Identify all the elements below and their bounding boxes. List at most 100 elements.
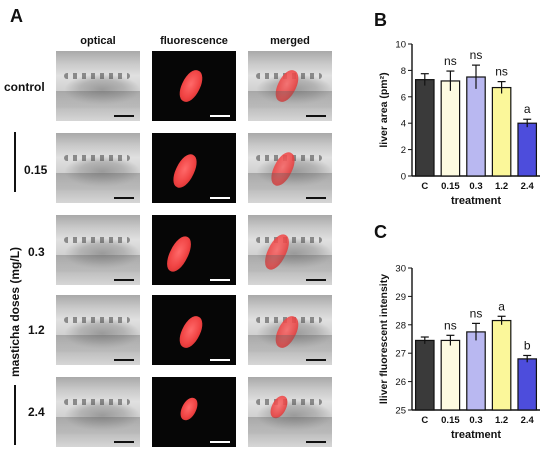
liver-intensity-bar-chart: 25 26 27 28 29 30 C 0.15 ns 0.3 ns 1.2 a 2.4 b treatmen… bbox=[378, 264, 540, 441]
scale-bar bbox=[306, 441, 326, 443]
x-tick-label: 0.15 bbox=[441, 415, 460, 426]
row-label-1-2: 1.2 bbox=[28, 323, 45, 337]
significance-label: a bbox=[524, 102, 531, 116]
significance-label: b bbox=[524, 338, 531, 352]
scale-bar bbox=[306, 115, 326, 117]
y-tick-label: 4 bbox=[401, 119, 406, 130]
y-tick-label: 8 bbox=[401, 66, 406, 77]
bar bbox=[466, 76, 486, 177]
liver-signal bbox=[175, 66, 207, 106]
column-header-fluorescence: fluorescence bbox=[160, 35, 228, 47]
y-tick-label: 2 bbox=[401, 145, 406, 156]
fluorescence-image bbox=[152, 295, 236, 365]
merged-image bbox=[248, 133, 332, 203]
fluorescence-image bbox=[152, 215, 236, 285]
significance-label: ns bbox=[470, 306, 483, 320]
x-axis-label: treatment bbox=[451, 195, 501, 207]
x-tick-label: 2.4 bbox=[521, 181, 535, 192]
row-label-2-4: 2.4 bbox=[28, 405, 45, 419]
scale-bar bbox=[306, 359, 326, 361]
panel-letter-a: A bbox=[10, 6, 23, 26]
doses-axis-label: masticha doses (mg/L) bbox=[8, 246, 22, 378]
scale-bar bbox=[210, 441, 230, 443]
chart-liver-area: 0 2 4 6 8 10 C 0.15 ns 0.3 ns 1.2 ns 2.4 a treatment liv… bbox=[376, 30, 548, 222]
liver-signal bbox=[267, 393, 291, 421]
merged-image bbox=[248, 51, 332, 121]
x-tick-label: 0.15 bbox=[441, 181, 460, 192]
liver-area-bar-chart: 0 2 4 6 8 10 C 0.15 ns 0.3 ns 1.2 ns 2.4 a treatment liv… bbox=[378, 40, 540, 207]
significance-label: ns bbox=[444, 54, 457, 68]
scale-bar bbox=[210, 197, 230, 199]
liver-signal bbox=[271, 312, 303, 352]
scale-bar bbox=[114, 115, 134, 117]
liver-signal bbox=[267, 148, 299, 190]
y-tick-label: 26 bbox=[395, 377, 406, 388]
scale-bar bbox=[306, 279, 326, 281]
scale-bar bbox=[210, 279, 230, 281]
bar bbox=[414, 79, 435, 177]
liver-signal bbox=[271, 66, 303, 106]
optical-image bbox=[56, 377, 140, 447]
liver-signal bbox=[177, 395, 201, 423]
dose-bracket-line bbox=[14, 385, 16, 445]
x-tick-label: 1.2 bbox=[495, 415, 508, 426]
optical-image bbox=[56, 215, 140, 285]
significance-label: ns bbox=[470, 48, 483, 62]
x-tick-label: 1.2 bbox=[495, 181, 508, 192]
scale-bar bbox=[210, 115, 230, 117]
merged-image bbox=[248, 215, 332, 285]
scale-bar bbox=[306, 197, 326, 199]
scale-bar bbox=[114, 197, 134, 199]
bar bbox=[517, 358, 538, 411]
bar bbox=[414, 339, 435, 411]
optical-image bbox=[56, 51, 140, 121]
bar bbox=[491, 319, 512, 411]
column-header-merged: merged bbox=[270, 35, 310, 47]
row-label-0-3: 0.3 bbox=[28, 245, 45, 259]
x-tick-label: 2.4 bbox=[521, 415, 535, 426]
y-tick-label: 0 bbox=[401, 172, 406, 183]
x-tick-label: C bbox=[421, 415, 428, 426]
bar bbox=[440, 339, 461, 411]
scale-bar bbox=[114, 359, 134, 361]
significance-label: a bbox=[498, 299, 505, 313]
optical-image bbox=[56, 133, 140, 203]
panel-letter-b: B bbox=[374, 10, 387, 30]
y-tick-label: 10 bbox=[395, 40, 406, 51]
liver-signal bbox=[169, 150, 201, 192]
merged-image bbox=[248, 377, 332, 447]
row-label-control: control bbox=[4, 80, 45, 94]
bar bbox=[440, 80, 461, 177]
liver-signal bbox=[260, 230, 294, 274]
fluorescence-image bbox=[152, 133, 236, 203]
dose-bracket-line bbox=[14, 132, 16, 192]
y-tick-label: 29 bbox=[395, 292, 406, 303]
scale-bar bbox=[114, 279, 134, 281]
fluorescence-image bbox=[152, 377, 236, 447]
row-label-0-15: 0.15 bbox=[24, 163, 48, 177]
y-tick-label: 25 bbox=[395, 406, 406, 417]
scale-bar bbox=[114, 441, 134, 443]
y-tick-label: 30 bbox=[395, 264, 406, 275]
significance-label: ns bbox=[495, 65, 508, 79]
bar bbox=[466, 331, 486, 411]
bar bbox=[491, 86, 512, 177]
chart-liver-intensity: 25 26 27 28 29 30 C 0.15 ns 0.3 ns 1.2 a 2.4 b treatmen… bbox=[376, 248, 548, 460]
x-tick-label: 0.3 bbox=[469, 415, 482, 426]
y-tick-label: 6 bbox=[401, 92, 406, 103]
x-tick-label: C bbox=[421, 181, 428, 192]
x-axis-label: treatment bbox=[451, 429, 501, 441]
y-tick-label: 27 bbox=[395, 349, 406, 360]
liver-signal bbox=[162, 232, 196, 276]
y-axis-label: lliver fluorescent intensity bbox=[378, 274, 390, 404]
liver-signal bbox=[175, 312, 207, 352]
scale-bar bbox=[210, 359, 230, 361]
panel-letter-c: C bbox=[374, 222, 387, 242]
bar bbox=[517, 122, 538, 177]
column-header-optical: optical bbox=[80, 35, 116, 47]
merged-image bbox=[248, 295, 332, 365]
significance-label: ns bbox=[444, 318, 457, 332]
y-axis-label: liver area (pm²) bbox=[378, 72, 390, 147]
y-tick-label: 28 bbox=[395, 320, 406, 331]
optical-image bbox=[56, 295, 140, 365]
